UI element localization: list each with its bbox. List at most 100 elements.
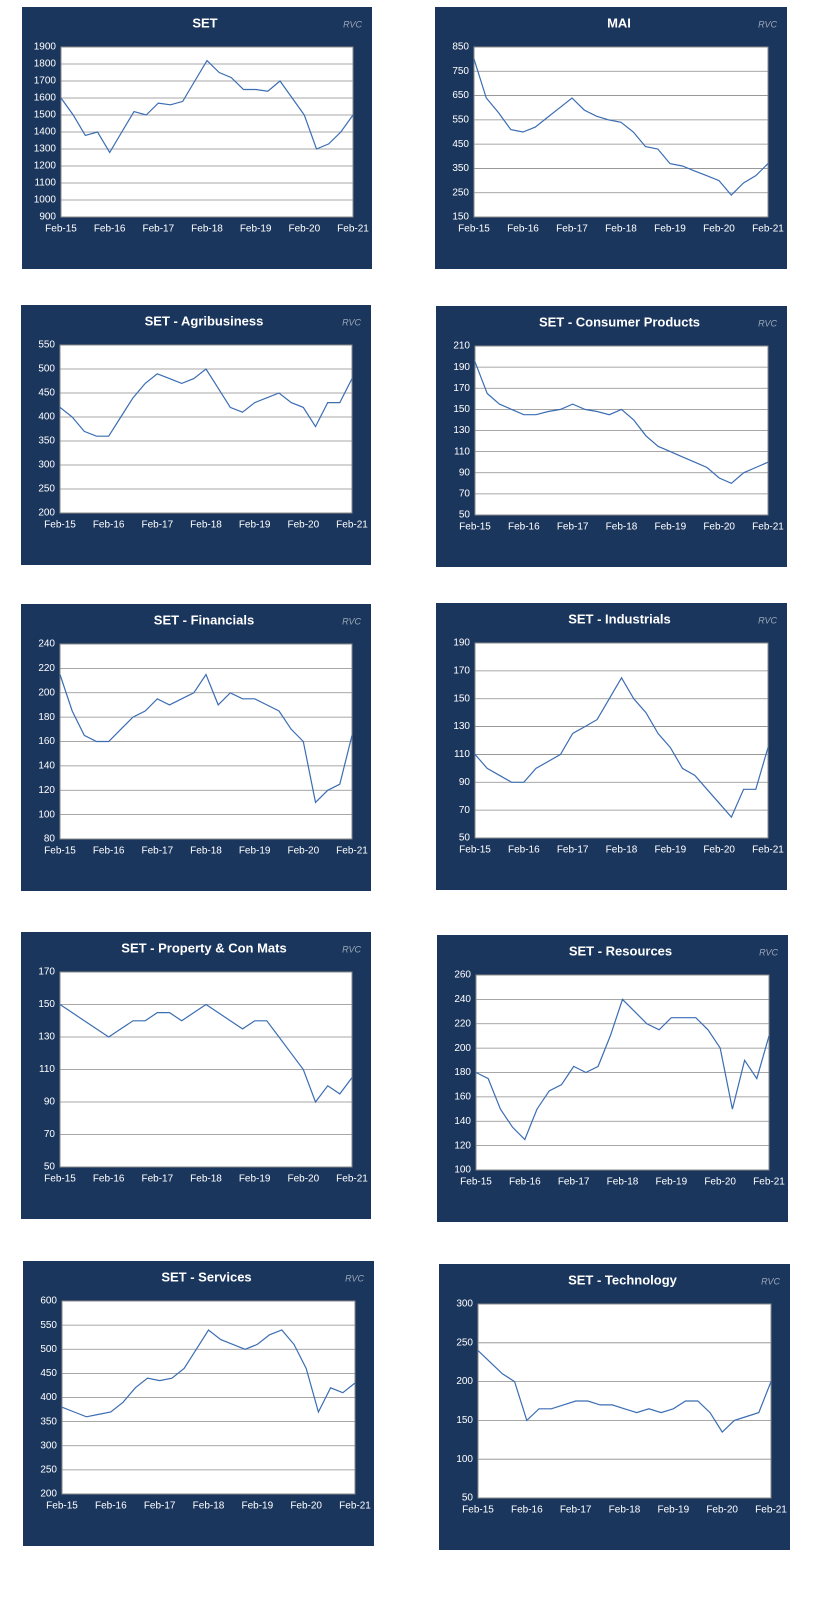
chart-title: SET - Property & Con Mats <box>121 940 286 955</box>
series-line <box>473 58 769 196</box>
y-tick-label: 250 <box>452 187 469 198</box>
plot-area <box>59 344 353 514</box>
x-tick-label: Feb-18 <box>609 1505 641 1516</box>
x-tick-label: Feb-20 <box>704 1177 736 1188</box>
x-tick-label: Feb-15 <box>460 1177 492 1188</box>
y-tick-label: 150 <box>452 212 469 223</box>
y-tick-label: 100 <box>38 809 55 820</box>
y-tick-label: 50 <box>459 833 471 844</box>
x-tick-label: Feb-16 <box>93 1174 125 1185</box>
y-tick-label: 200 <box>38 687 55 698</box>
x-tick-label: Feb-17 <box>556 224 588 235</box>
x-tick-label: Feb-15 <box>44 846 76 857</box>
x-tick-label: Feb-20 <box>287 846 319 857</box>
x-tick-label: Feb-21 <box>337 224 369 235</box>
x-tick-label: Feb-20 <box>288 224 320 235</box>
y-tick-label: 550 <box>40 1320 57 1331</box>
watermark: RVC <box>759 947 778 957</box>
x-tick-label: Feb-17 <box>560 1505 592 1516</box>
y-tick-label: 120 <box>38 785 55 796</box>
x-tick-label: Feb-20 <box>287 1174 319 1185</box>
y-tick-label: 120 <box>454 1140 471 1151</box>
watermark: RVC <box>342 944 361 954</box>
y-tick-label: 750 <box>452 66 469 77</box>
y-tick-label: 180 <box>38 712 55 723</box>
x-tick-label: Feb-16 <box>507 224 539 235</box>
y-tick-label: 200 <box>456 1376 473 1387</box>
series-line <box>60 59 354 154</box>
y-tick-label: 1300 <box>34 144 57 155</box>
x-tick-label: Feb-21 <box>339 1501 371 1512</box>
y-tick-label: 140 <box>454 1116 471 1127</box>
y-tick-label: 160 <box>38 736 55 747</box>
x-tick-label: Feb-21 <box>752 224 784 235</box>
x-tick-label: Feb-18 <box>607 1177 639 1188</box>
y-tick-label: 1700 <box>34 76 57 87</box>
y-tick-label: 100 <box>454 1165 471 1176</box>
y-tick-label: 1600 <box>34 93 57 104</box>
y-tick-label: 250 <box>38 484 55 495</box>
x-tick-label: Feb-16 <box>93 520 125 531</box>
y-tick-label: 90 <box>459 777 471 788</box>
x-tick-label: Feb-18 <box>193 1501 225 1512</box>
y-tick-label: 50 <box>459 510 471 521</box>
x-tick-label: Feb-16 <box>93 846 125 857</box>
plot-area <box>474 642 769 839</box>
y-tick-label: 1500 <box>34 110 57 121</box>
chart-panel: SET - Technology RVC 50 100 150 200 250 300 Feb-… <box>439 1264 790 1550</box>
y-tick-label: 650 <box>452 90 469 101</box>
x-tick-label: Feb-16 <box>508 522 540 533</box>
series-line <box>474 676 769 819</box>
x-tick-label: Feb-20 <box>287 520 319 531</box>
series-line <box>474 361 769 485</box>
x-tick-label: Feb-17 <box>557 845 589 856</box>
watermark: RVC <box>758 19 777 29</box>
x-tick-label: Feb-18 <box>190 1174 222 1185</box>
x-tick-label: Feb-16 <box>94 224 126 235</box>
y-tick-label: 130 <box>453 425 470 436</box>
x-tick-label: Feb-18 <box>606 522 638 533</box>
x-tick-label: Feb-18 <box>191 224 223 235</box>
y-tick-label: 850 <box>452 42 469 53</box>
chart-panel: MAI RVC 150 250 350 450 550 650 750 850 Feb-15 Feb-… <box>435 7 787 269</box>
x-tick-label: Feb-16 <box>509 1177 541 1188</box>
y-tick-label: 150 <box>453 693 470 704</box>
watermark: RVC <box>758 318 777 328</box>
x-tick-label: Feb-20 <box>703 224 735 235</box>
series-line <box>475 998 770 1141</box>
x-tick-label: Feb-20 <box>706 1505 738 1516</box>
y-tick-label: 350 <box>452 163 469 174</box>
y-tick-label: 250 <box>40 1465 57 1476</box>
y-tick-label: 150 <box>38 999 55 1010</box>
y-tick-label: 300 <box>456 1299 473 1310</box>
watermark: RVC <box>761 1276 780 1286</box>
y-tick-label: 190 <box>453 362 470 373</box>
y-tick-label: 110 <box>454 446 470 457</box>
x-tick-label: Feb-21 <box>755 1505 787 1516</box>
chart-panel: SET - Financials RVC 80 100 120 140 160 180 200 2… <box>21 604 371 891</box>
plot-area <box>477 1303 772 1499</box>
x-tick-label: Feb-16 <box>95 1501 127 1512</box>
chart-title: SET - Agribusiness <box>145 313 264 328</box>
x-tick-label: Feb-21 <box>752 522 784 533</box>
x-tick-label: Feb-17 <box>144 1501 176 1512</box>
y-tick-label: 70 <box>459 489 471 500</box>
y-tick-label: 500 <box>38 364 55 375</box>
x-tick-label: Feb-15 <box>44 520 76 531</box>
x-tick-label: Feb-18 <box>606 845 638 856</box>
y-tick-label: 260 <box>454 970 471 981</box>
x-tick-label: Feb-15 <box>459 522 491 533</box>
x-tick-label: Feb-17 <box>142 224 174 235</box>
x-tick-label: Feb-21 <box>336 520 368 531</box>
x-tick-label: Feb-17 <box>558 1177 590 1188</box>
y-tick-label: 150 <box>456 1415 473 1426</box>
watermark: RVC <box>342 317 361 327</box>
x-tick-label: Feb-17 <box>141 1174 173 1185</box>
chart-title: SET - Resources <box>569 943 672 958</box>
y-tick-label: 350 <box>38 436 55 447</box>
x-tick-label: Feb-15 <box>458 224 490 235</box>
series-line <box>477 1350 772 1433</box>
series-line <box>59 368 353 437</box>
x-tick-label: Feb-19 <box>654 845 686 856</box>
y-tick-label: 300 <box>38 460 55 471</box>
